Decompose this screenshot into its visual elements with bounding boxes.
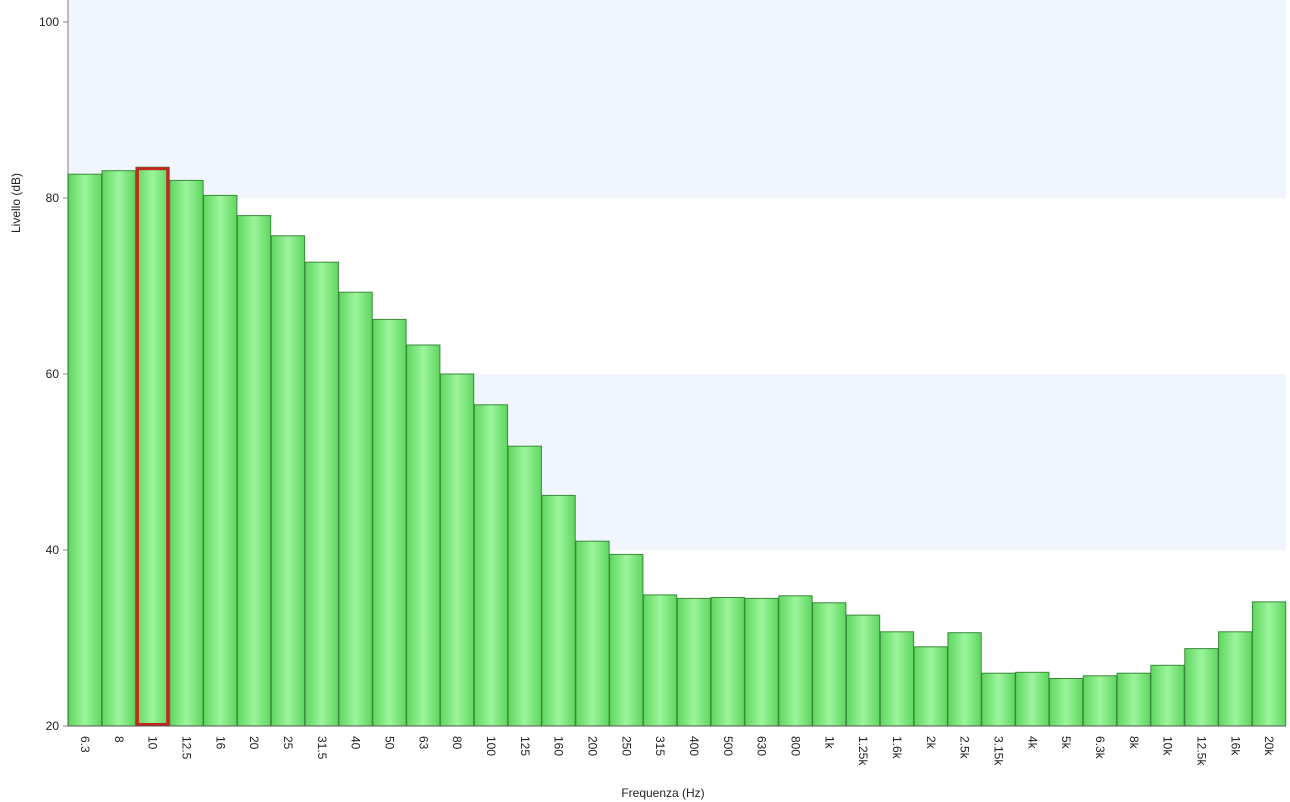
x-tick-label: 10 [146, 736, 160, 750]
bar-20k[interactable] [1251, 601, 1287, 727]
x-tick-label: 20 [247, 736, 261, 750]
x-tick-label: 6.3k [1093, 736, 1107, 760]
x-tick-label: 2k [924, 736, 938, 750]
bar-8[interactable] [101, 170, 136, 727]
x-tick-label: 10k [1161, 736, 1175, 756]
bar-16k[interactable] [1218, 631, 1253, 727]
bar-10k[interactable] [1150, 664, 1185, 727]
x-tick-label: 200 [585, 736, 599, 756]
x-tick-label: 6.3 [78, 736, 92, 753]
bar-6.3k[interactable] [1082, 675, 1118, 727]
x-tick-label: 315 [653, 736, 667, 756]
bar-400[interactable] [676, 597, 712, 727]
x-tick-label: 100 [484, 736, 498, 756]
bar-12.5k[interactable] [1184, 648, 1219, 727]
x-tick-label: 400 [687, 736, 701, 756]
bar-16[interactable] [203, 194, 238, 727]
y-axis: 20 40 60 80 100 [39, 0, 69, 733]
x-axis: 6.3 8 10 12.5 16 20 25 31.5 40 50 63 80 100 125 160 200… [68, 725, 1286, 766]
grid-band [68, 22, 1286, 198]
bar-1.6k[interactable] [879, 631, 915, 727]
x-tick-label: 125 [518, 736, 532, 756]
bar-10[interactable] [135, 166, 170, 727]
bar-4k[interactable] [1015, 671, 1050, 727]
x-tick-label: 80 [450, 736, 464, 750]
x-tick-label: 1.6k [890, 736, 904, 760]
y-tick-label: 20 [46, 719, 60, 733]
bar-200[interactable] [575, 540, 610, 727]
bar-8k[interactable] [1116, 672, 1151, 727]
x-axis-label: Frequenza (Hz) [621, 786, 704, 800]
selected-bar-outline [135, 167, 170, 726]
bar-160[interactable] [541, 494, 576, 727]
x-tick-label: 8 [112, 736, 126, 743]
x-tick-label: 12.5k [1194, 736, 1208, 766]
bar-315[interactable] [642, 594, 678, 727]
x-tick-label: 250 [619, 736, 633, 756]
bar-50[interactable] [372, 318, 407, 727]
bar-5k[interactable] [1048, 678, 1084, 727]
y-tick-label: 60 [46, 367, 60, 381]
bar-800[interactable] [778, 595, 813, 727]
bar-630[interactable] [744, 597, 779, 727]
x-tick-label: 2.5k [958, 736, 972, 760]
bar-2.5k[interactable] [947, 632, 982, 727]
x-tick-label: 4k [1025, 736, 1039, 750]
bar-500[interactable] [710, 597, 745, 727]
x-tick-label: 31.5 [315, 736, 329, 760]
x-tick-label: 5k [1059, 736, 1073, 750]
x-tick-label: 40 [349, 736, 363, 750]
bar-2k[interactable] [913, 646, 948, 727]
x-tick-label: 63 [416, 736, 430, 750]
bar-25[interactable] [270, 235, 306, 727]
bar-125[interactable] [507, 445, 542, 727]
x-tick-label: 500 [721, 736, 735, 756]
x-tick-label: 1.25k [856, 736, 870, 766]
x-tick-label: 50 [382, 736, 396, 750]
y-tick-label: 40 [46, 543, 60, 557]
bar-40[interactable] [338, 291, 373, 727]
x-tick-label: 3.15k [991, 736, 1005, 766]
bar-31.5[interactable] [304, 261, 339, 727]
x-tick-label: 1k [822, 736, 836, 750]
bar-80[interactable] [439, 373, 475, 727]
y-axis-label: Livello (dB) [9, 173, 23, 233]
x-tick-label: 25 [281, 736, 295, 750]
x-tick-label: 8k [1127, 736, 1141, 750]
x-tick-label: 20k [1262, 736, 1276, 756]
bar-100[interactable] [473, 404, 509, 727]
bar-20[interactable] [236, 215, 272, 727]
bars[interactable] [67, 166, 1287, 727]
x-tick-label: 16 [213, 736, 227, 750]
bar-3.15k[interactable] [981, 672, 1016, 727]
grid-band [68, 0, 1286, 22]
x-tick-label: 160 [552, 736, 566, 756]
x-tick-label: 630 [755, 736, 769, 756]
bar-12.5[interactable] [169, 179, 204, 727]
bar-1.25k[interactable] [845, 614, 881, 727]
x-tick-label: 16k [1228, 736, 1242, 756]
bar-6.3[interactable] [67, 173, 103, 727]
y-tick-label: 80 [46, 191, 60, 205]
y-tick-label: 100 [39, 15, 59, 29]
bar-250[interactable] [609, 553, 644, 727]
bar-63[interactable] [406, 344, 441, 727]
x-tick-label: 12.5 [179, 736, 193, 760]
bar-1k[interactable] [812, 602, 847, 727]
x-tick-label: 800 [788, 736, 802, 756]
